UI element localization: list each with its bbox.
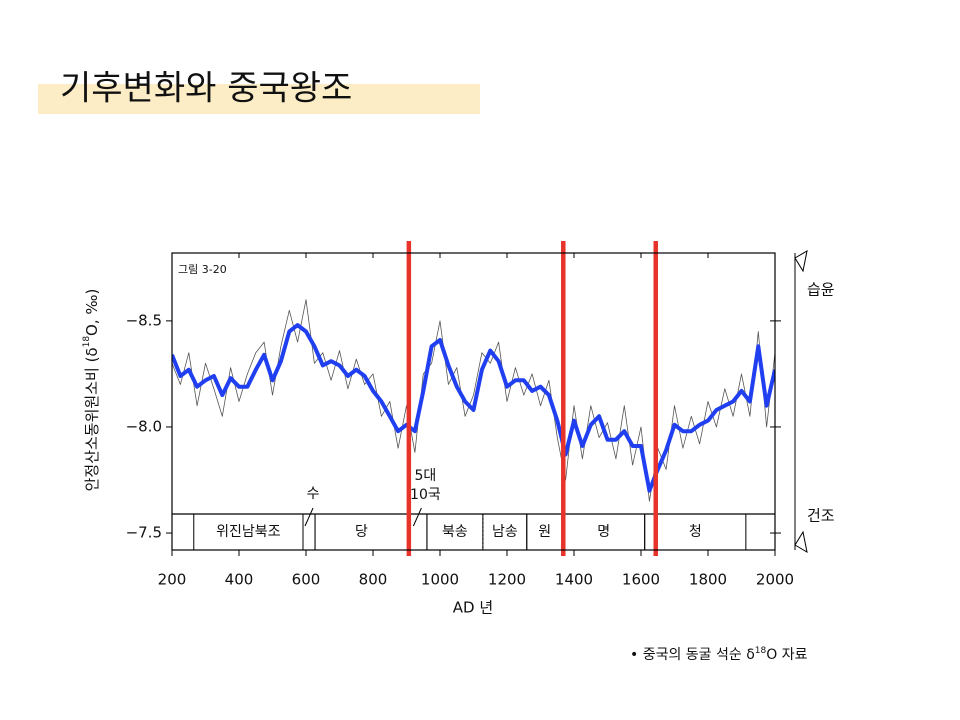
right-label-bottom: 건조 — [807, 507, 835, 525]
period-callout: 5대 — [414, 468, 436, 484]
y-tick-label: −8.0 — [126, 417, 162, 435]
y-tick-label: −8.5 — [126, 311, 162, 329]
y-label-part: 안정산소동위원소비 (δ — [83, 347, 101, 491]
figure-label: 그림 3-20 — [178, 263, 227, 276]
x-axis-label: AD 년 — [453, 599, 493, 617]
x-tick-label: 1600 — [622, 571, 660, 589]
y-label-sup: 18 — [82, 336, 92, 348]
right-label-top: 습윤 — [807, 281, 835, 299]
y-tick-label: −7.5 — [126, 524, 162, 542]
period-label: 청 — [689, 524, 702, 540]
x-tick-label: 1000 — [421, 571, 459, 589]
title-highlight — [38, 84, 480, 114]
slide-title: 기후변화와 중국왕조 — [60, 69, 352, 109]
plot-frame — [171, 252, 776, 551]
x-tick-label: 1800 — [689, 571, 727, 589]
wet-triangle — [794, 250, 808, 273]
x-tick-label: 200 — [158, 571, 187, 589]
y-axis-label: 안정산소동위원소비 (δ18O, ‰) — [82, 289, 101, 492]
callout-line — [304, 507, 314, 527]
x-tick-label: 2000 — [756, 571, 794, 589]
period-label: 북송 — [442, 524, 468, 540]
footnote-part: O 자료 — [766, 647, 807, 663]
y-label-part: O, ‰) — [83, 289, 101, 336]
footnote-part: • 중국의 동굴 석순 δ — [630, 647, 755, 663]
x-tick-label: 1400 — [555, 571, 593, 589]
period-label: 명 — [597, 524, 610, 540]
period-callout: 10국 — [410, 487, 441, 503]
data-line — [172, 323, 775, 493]
period-label: 당 — [355, 524, 368, 540]
period-label: 남송 — [492, 524, 518, 540]
period-callout: 수 — [307, 486, 320, 502]
period-label: 원 — [538, 524, 551, 540]
footnote: • 중국의 동굴 석순 δ18O 자료 — [630, 646, 808, 664]
period-label: 위진남북조 — [216, 524, 281, 540]
x-tick-label: 600 — [292, 571, 321, 589]
x-tick-label: 1200 — [488, 571, 526, 589]
data-line — [172, 299, 775, 502]
callout-line — [412, 507, 422, 527]
footnote-sup: 18 — [755, 646, 767, 656]
dry-triangle — [794, 530, 808, 553]
x-tick-label: 800 — [359, 571, 388, 589]
x-tick-label: 400 — [225, 571, 254, 589]
